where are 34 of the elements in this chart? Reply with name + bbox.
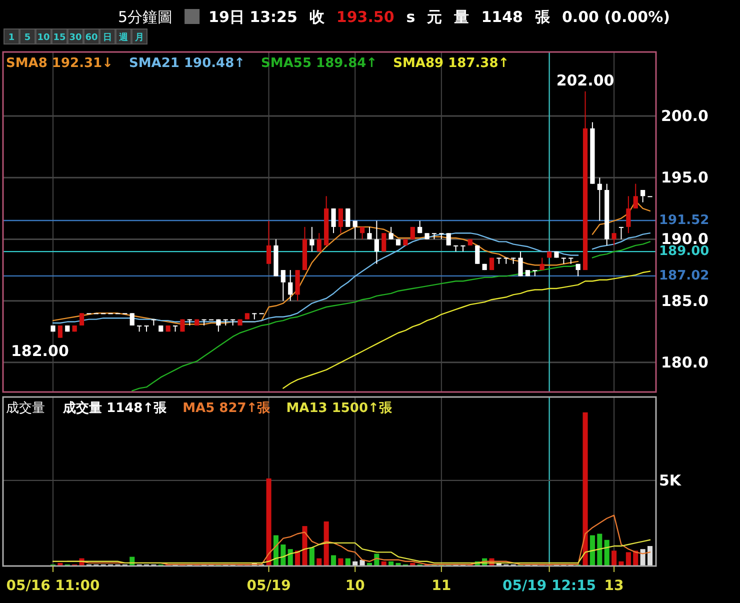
ref-line-label: 191.52 [659, 213, 710, 228]
text: 成交量 1148↑張 [62, 400, 168, 416]
ref-line-label: 5K [659, 471, 682, 490]
text: 5分鐘圖 [118, 8, 173, 26]
text: s [406, 8, 416, 26]
x-tick-label: 13 [604, 578, 624, 594]
annotation: 202.00 [556, 71, 614, 90]
text: 1 5 10 15 30 60 日 週 月 [8, 33, 144, 43]
x-tick-label: 05/19 [246, 578, 291, 594]
x-tick-label: 11 [432, 578, 452, 594]
text: MA13 1500↑張 [286, 401, 393, 416]
y-tick-label: 180.0 [661, 353, 708, 372]
x-tick-label: 05/19 12:15 [502, 578, 596, 594]
text: 1148 [481, 8, 523, 26]
text: 193.50 [336, 8, 394, 26]
text: MA5 827↑張 [182, 401, 272, 416]
text: SMA89 187.38↑ [393, 56, 510, 71]
text: 張 [534, 8, 551, 26]
text: SMA8 192.31↓ [6, 56, 113, 71]
text: 元 [426, 8, 442, 26]
text: 收 [309, 8, 326, 26]
text: 0.00 (0.00%) [562, 8, 670, 26]
x-tick-label: 05/16 11:00 [6, 578, 100, 594]
text: SMA55 189.84↑ [261, 56, 378, 71]
y-tick-label: 200.0 [661, 107, 708, 126]
x-tick-label: 10 [345, 578, 366, 594]
text: SMA21 190.48↑ [129, 56, 246, 71]
y-tick-label: 185.0 [661, 292, 708, 310]
ref-line-label: 187.02 [659, 268, 710, 284]
text: 19日 13:25 [208, 8, 298, 26]
annotation: 182.00 [11, 342, 69, 360]
chart-title: 成交量 [6, 400, 45, 416]
y-tick-label: 195.0 [661, 168, 708, 187]
text: 量 [453, 8, 470, 26]
